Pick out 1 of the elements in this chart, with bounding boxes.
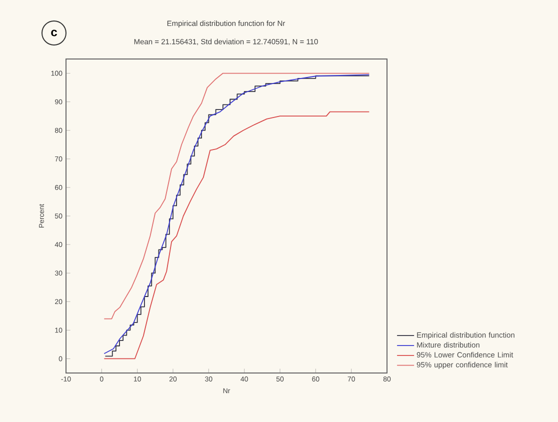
text: c — [51, 30, 57, 36]
